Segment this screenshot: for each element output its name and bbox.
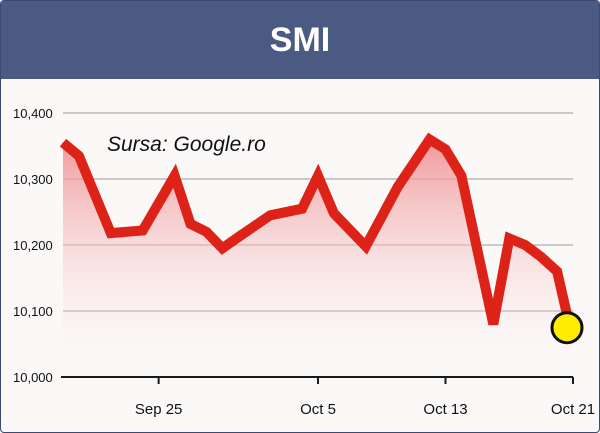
data-point bbox=[174, 175, 176, 177]
data-point bbox=[110, 232, 112, 234]
y-tick-label: 10,400 bbox=[13, 106, 53, 121]
data-point bbox=[524, 244, 526, 246]
data-point bbox=[365, 245, 367, 247]
x-tick-label: Sep 25 bbox=[135, 401, 183, 418]
y-tick-label: 10,300 bbox=[13, 172, 53, 187]
data-point bbox=[237, 236, 239, 238]
data-point bbox=[445, 148, 446, 150]
data-point bbox=[317, 175, 319, 177]
data-point bbox=[333, 212, 335, 214]
x-tick-label: Oct 5 bbox=[300, 401, 336, 418]
y-tick-label: 10,200 bbox=[13, 238, 53, 253]
data-point bbox=[62, 142, 64, 144]
data-point bbox=[190, 223, 191, 225]
y-tick-label: 10,100 bbox=[13, 304, 53, 319]
x-tick-label: Oct 13 bbox=[423, 401, 467, 418]
last-value-marker bbox=[550, 311, 584, 345]
data-point bbox=[142, 229, 144, 231]
chart-title: SMI bbox=[269, 21, 331, 59]
series-area-fill bbox=[63, 139, 573, 377]
y-tick-label: 10,000 bbox=[13, 370, 53, 385]
data-point bbox=[540, 256, 542, 258]
data-point bbox=[78, 155, 80, 157]
data-point bbox=[397, 186, 399, 188]
data-point bbox=[556, 270, 558, 272]
series-line bbox=[59, 132, 578, 342]
data-point bbox=[221, 247, 223, 249]
data-point bbox=[205, 231, 207, 233]
data-point bbox=[508, 237, 510, 239]
source-annotation: Sursa: Google.ro bbox=[107, 133, 266, 156]
data-point bbox=[301, 208, 303, 210]
data-point bbox=[429, 138, 431, 140]
x-tick-label: Oct 21 bbox=[551, 401, 595, 418]
data-point bbox=[269, 214, 271, 216]
chart-header: SMI bbox=[1, 1, 599, 79]
data-point bbox=[460, 175, 462, 177]
data-point bbox=[492, 323, 494, 325]
